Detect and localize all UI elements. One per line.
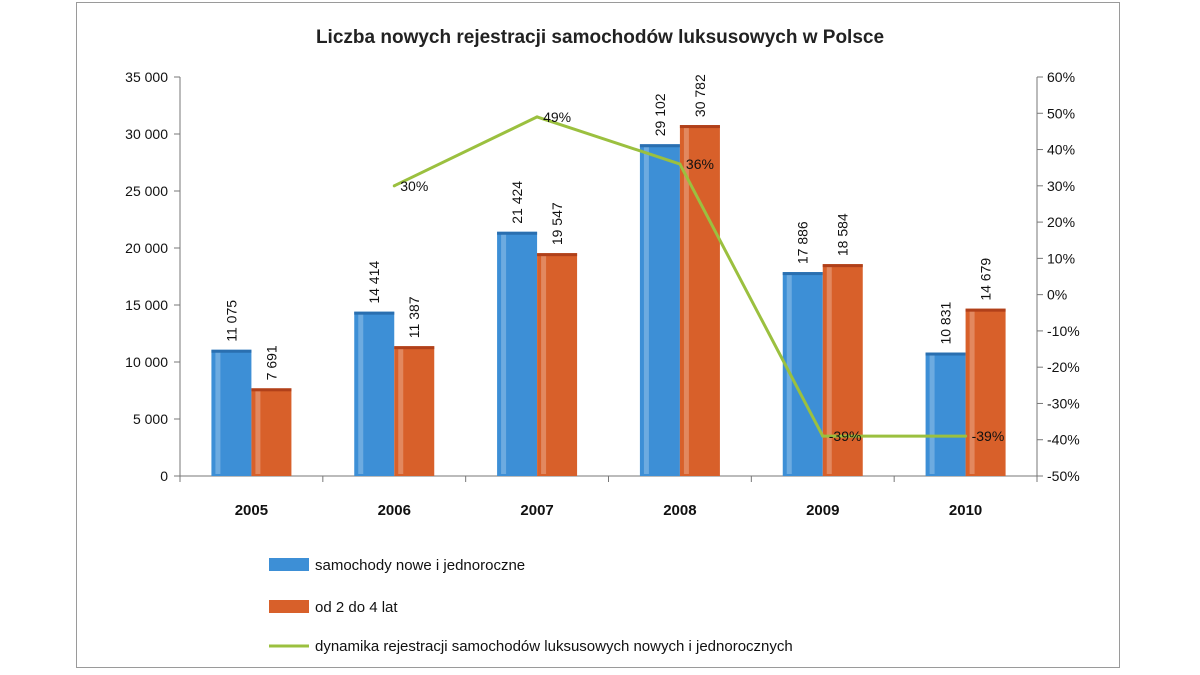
bar-new (354, 311, 395, 476)
legend-swatch-new (269, 558, 309, 571)
bar-new (639, 144, 680, 477)
bar-2-4 (394, 346, 435, 476)
bar-highlight (215, 351, 221, 474)
bar-top-edge (925, 352, 966, 356)
y-right-tick-label: -40% (1047, 432, 1080, 448)
x-tick-label: 2010 (949, 502, 982, 519)
bar-highlight (969, 310, 975, 474)
y-right-tick-label: 40% (1047, 142, 1075, 158)
bar-top-edge (639, 144, 680, 148)
y-left-tick-label: 20 000 (125, 240, 168, 256)
bar-data-label: 14 414 (366, 261, 382, 304)
x-tick-label: 2009 (806, 502, 839, 519)
y-right-tick-label: 20% (1047, 214, 1075, 230)
y-left-tick-label: 5 000 (133, 411, 168, 427)
bar-2-4 (537, 253, 578, 476)
chart-frame: Liczba nowych rejestracji samochodów luk… (76, 2, 1120, 668)
bar-top-edge (782, 272, 823, 276)
bar-data-label: 17 886 (795, 221, 811, 264)
bar-top-edge (251, 388, 292, 392)
bar-top-edge (497, 231, 538, 235)
bar-2-4 (679, 125, 720, 476)
bar-data-label: 21 424 (509, 181, 525, 224)
y-left-tick-label: 35 000 (125, 69, 168, 85)
bar-data-label: 7 691 (263, 345, 279, 380)
y-right-tick-label: -10% (1047, 323, 1080, 339)
y-left-tick-label: 15 000 (125, 297, 168, 313)
bar-new (925, 352, 966, 476)
dynamics-point-label: 49% (543, 109, 571, 125)
legend-item-2-4: od 2 do 4 lat (269, 599, 398, 616)
bar-top-edge (965, 308, 1006, 312)
x-tick-label: 2006 (378, 502, 411, 519)
bar-data-label: 18 584 (835, 213, 851, 256)
dynamics-point-label: 36% (686, 156, 714, 172)
y-left-tick-label: 25 000 (125, 183, 168, 199)
bar-2-4 (822, 264, 863, 476)
bar-data-label: 11 387 (406, 296, 422, 338)
dynamics-point (678, 162, 682, 166)
chart-title: Liczba nowych rejestracji samochodów luk… (316, 27, 884, 48)
y-right-tick-label: -50% (1047, 468, 1080, 484)
legend-label-dynamics: dynamika rejestracji samochodów luksusow… (315, 638, 793, 655)
chart: Liczba nowych rejestracji samochodów luk… (125, 27, 1080, 655)
bar-data-label: 11 075 (223, 300, 239, 342)
legend-label-new: samochody nowe i jednoroczne (315, 557, 525, 574)
legend: samochody nowe i jednoroczne od 2 do 4 l… (269, 557, 793, 655)
y-right-tick-label: 30% (1047, 178, 1075, 194)
y-left-tick-label: 0 (160, 468, 168, 484)
bar-top-edge (822, 264, 863, 268)
bar-highlight (255, 390, 261, 474)
bar-data-label: 30 782 (692, 74, 708, 117)
dynamics-point (821, 434, 825, 438)
bar-2-4 (965, 308, 1006, 476)
dynamics-point-label: -39% (972, 428, 1005, 444)
y-left-tick-label: 30 000 (125, 126, 168, 142)
x-tick-label: 2005 (235, 502, 268, 519)
y-right-tick-label: 50% (1047, 105, 1075, 121)
y-right-tick-label: -30% (1047, 395, 1080, 411)
bar-highlight (683, 127, 689, 474)
dynamics-point-label: -39% (829, 428, 862, 444)
dynamics-point-label: 30% (400, 178, 428, 194)
y-right-tick-label: 0% (1047, 287, 1067, 303)
bar-new (497, 231, 538, 476)
dynamics-point (964, 434, 968, 438)
x-tick-label: 2008 (663, 502, 696, 519)
dynamics-point (535, 115, 539, 119)
legend-swatch-2-4 (269, 600, 309, 613)
bar-highlight (358, 313, 364, 474)
bar-data-label: 10 831 (938, 301, 954, 344)
bar-data-label: 29 102 (652, 93, 668, 136)
bar-highlight (929, 354, 935, 474)
bars: 11 075 14 414 21 424 29 102 17 886 10 831 7 69… (211, 74, 1006, 477)
bar-2-4 (251, 388, 292, 476)
bar-top-edge (354, 311, 395, 315)
bar-top-edge (394, 346, 435, 350)
bar-data-label: 14 679 (978, 258, 994, 301)
dynamics-point (392, 184, 396, 188)
bar-top-edge (211, 349, 252, 353)
bar-highlight (826, 266, 832, 474)
x-tick-label: 2007 (520, 502, 553, 519)
legend-label-2-4: od 2 do 4 lat (315, 599, 398, 616)
bar-top-edge (679, 125, 720, 129)
bar-data-label: 19 547 (549, 202, 565, 245)
axes: 0 5 000 10 000 15 000 20 000 25 000 30 000 35 0… (125, 69, 1080, 519)
bar-new (211, 349, 252, 476)
bar-highlight (501, 233, 507, 474)
y-right-tick-label: 60% (1047, 69, 1075, 85)
legend-item-new: samochody nowe i jednoroczne (269, 557, 525, 574)
bar-top-edge (537, 253, 578, 257)
y-left-tick-label: 10 000 (125, 354, 168, 370)
legend-item-dynamics: dynamika rejestracji samochodów luksusow… (269, 638, 793, 655)
bar-highlight (398, 348, 404, 474)
y-right-tick-label: -20% (1047, 359, 1080, 375)
y-right-tick-label: 10% (1047, 250, 1075, 266)
line-series: 30% 49% 36% -39% -39% (392, 109, 1005, 444)
bar-highlight (643, 146, 649, 475)
bar-highlight (541, 255, 547, 474)
